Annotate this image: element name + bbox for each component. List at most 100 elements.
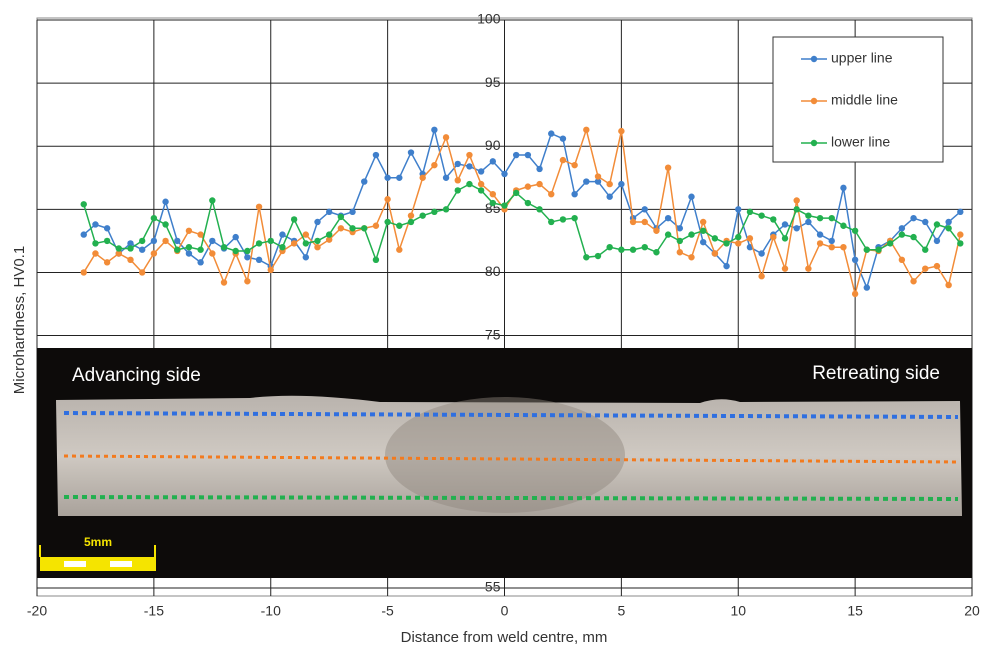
data-point (571, 214, 578, 222)
data-point (793, 206, 800, 213)
legend-marker (810, 55, 818, 63)
data-point (758, 250, 765, 257)
data-point (805, 212, 812, 219)
data-point (770, 233, 777, 241)
series-line (83, 129, 961, 290)
data-point (571, 190, 578, 198)
series-line (83, 127, 962, 295)
data-point (501, 170, 508, 178)
x-tick-label: 10 (730, 603, 746, 619)
data-point (185, 227, 193, 234)
data-point (922, 246, 929, 253)
data-point (279, 231, 286, 238)
data-point (664, 164, 672, 171)
x-tick-label: 20 (964, 603, 980, 619)
data-point (150, 214, 158, 222)
legend-box (772, 36, 944, 163)
data-point (325, 236, 333, 243)
data-point (127, 256, 134, 264)
data-point (80, 201, 87, 208)
data-point (244, 278, 251, 285)
data-point (185, 250, 193, 257)
data-point (735, 233, 742, 241)
data-point (606, 244, 613, 251)
data-point (676, 237, 684, 245)
data-point (933, 221, 941, 228)
data-point (197, 246, 204, 253)
data-point (162, 237, 169, 245)
data-point (454, 187, 461, 194)
data-point (244, 247, 251, 255)
data-point (197, 231, 204, 238)
data-point (851, 227, 859, 234)
data-point (407, 149, 415, 156)
data-point (255, 203, 263, 211)
data-point (699, 227, 707, 234)
x-tick-label: -10 (261, 603, 281, 619)
scale-bar (40, 557, 156, 571)
data-point (92, 250, 99, 257)
data-point (396, 222, 403, 229)
data-point (372, 222, 380, 229)
scale-bar-segment (64, 561, 86, 567)
data-point (150, 250, 158, 257)
data-point (828, 214, 835, 222)
data-point (699, 238, 707, 246)
data-point (945, 281, 952, 289)
data-point (314, 244, 321, 251)
legend-marker (810, 97, 818, 105)
data-point (583, 126, 590, 134)
data-point (735, 240, 742, 247)
data-point (302, 240, 310, 247)
data-point (711, 235, 719, 242)
data-point (536, 206, 543, 213)
data-point (267, 237, 274, 245)
data-point (384, 196, 391, 203)
data-point (361, 225, 368, 232)
data-point (138, 246, 146, 253)
data-point (910, 233, 917, 241)
legend: upper line middle line lower line (772, 36, 944, 163)
data-point (618, 180, 625, 188)
data-point (781, 221, 789, 228)
data-point (103, 225, 111, 232)
data-point (945, 218, 952, 226)
data-point (150, 237, 158, 245)
data-point (758, 273, 765, 280)
data-point (174, 246, 181, 253)
data-point (197, 259, 204, 266)
data-point (559, 216, 567, 223)
data-point (583, 254, 590, 261)
data-point (477, 187, 485, 194)
data-point (793, 225, 800, 232)
data-point (477, 168, 485, 175)
data-point (244, 254, 251, 261)
data-point (851, 290, 859, 298)
data-point (489, 190, 497, 198)
y-tick-label: 55 (485, 579, 501, 595)
data-point (863, 246, 871, 253)
data-point (92, 240, 99, 247)
y-tick-label: 75 (485, 326, 501, 342)
data-point (641, 218, 648, 226)
data-point (548, 190, 555, 198)
data-point (267, 266, 274, 274)
data-point (781, 235, 789, 242)
data-point (886, 240, 894, 247)
data-point (454, 160, 461, 168)
data-point (466, 180, 473, 188)
data-point (396, 246, 403, 253)
data-point (583, 178, 590, 185)
data-point (431, 161, 438, 169)
data-point (442, 174, 450, 181)
annotation: Advancing side (72, 365, 201, 386)
data-point (618, 246, 625, 253)
data-point (431, 126, 438, 134)
x-tick-label: -20 (27, 603, 47, 619)
data-point (793, 197, 800, 204)
data-point (220, 244, 228, 251)
data-point (103, 259, 111, 266)
macrograph-inset: Advancing side Retreating side 5mm (37, 348, 972, 578)
data-point (290, 240, 298, 247)
